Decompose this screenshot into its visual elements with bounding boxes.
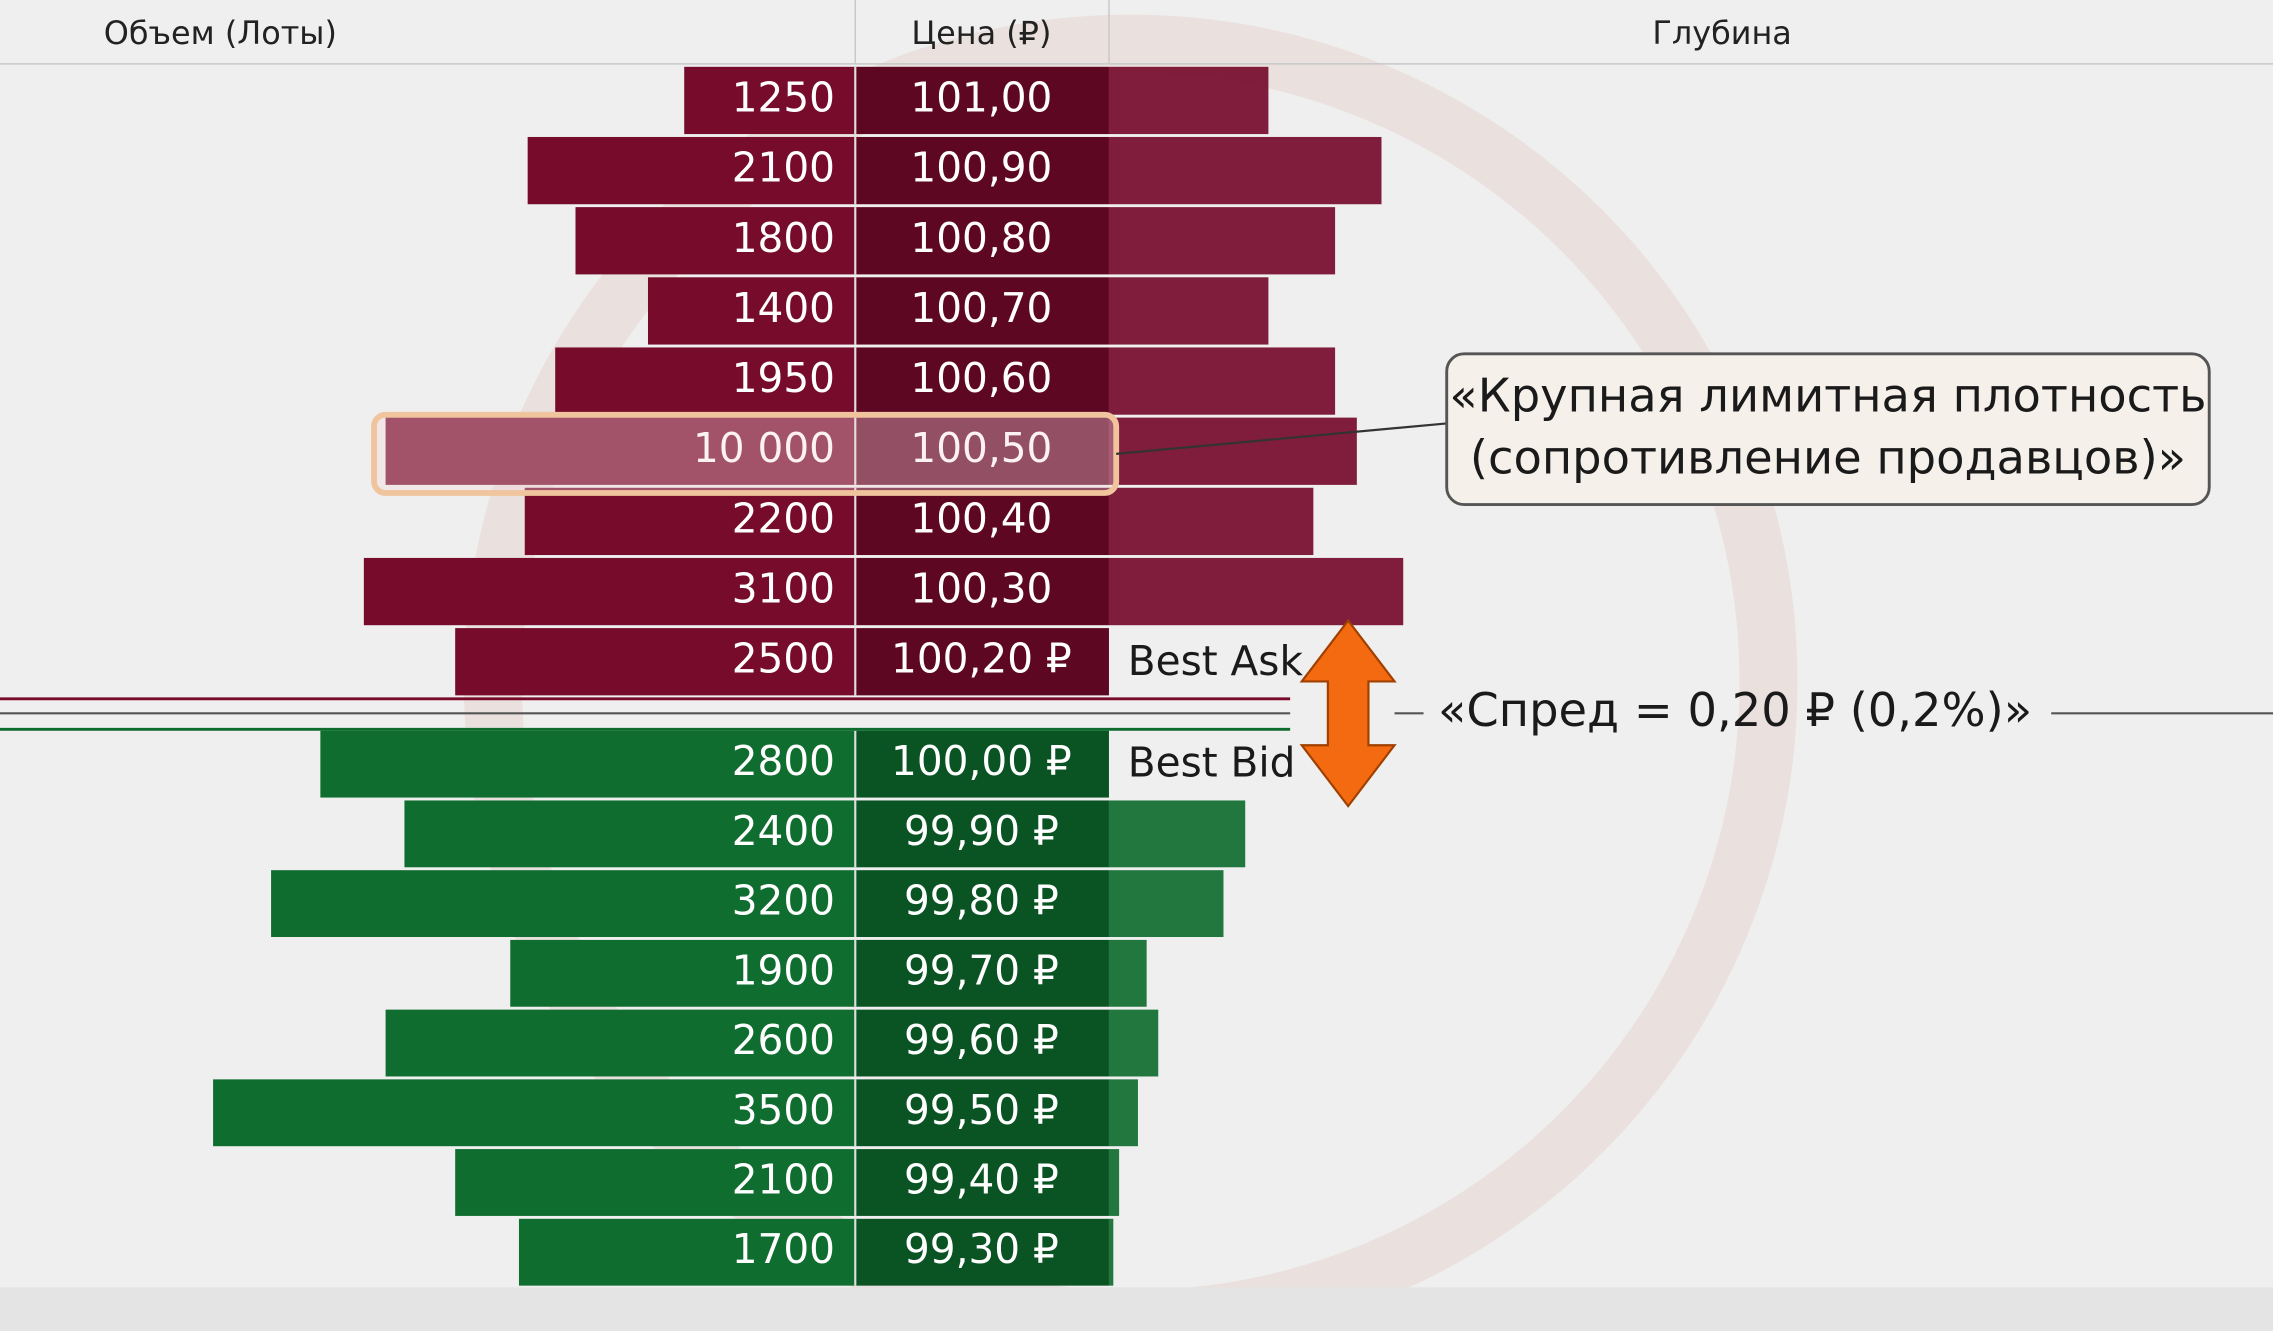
price: 99,50 ₽ bbox=[904, 1086, 1059, 1134]
spread-arrow bbox=[1299, 618, 1397, 808]
volume-bar bbox=[385, 417, 856, 485]
volume-bar bbox=[455, 628, 856, 696]
price: 100,20 ₽ bbox=[891, 635, 1072, 683]
price-cell bbox=[855, 628, 1109, 696]
price: 100,70 bbox=[910, 284, 1052, 332]
price-cell bbox=[855, 417, 1109, 485]
footer-bar bbox=[0, 1287, 2273, 1331]
price-cell bbox=[855, 939, 1109, 1007]
volume-bar bbox=[527, 136, 856, 205]
volume: 2500 bbox=[732, 635, 835, 683]
volume: 2800 bbox=[732, 737, 835, 785]
price-cell bbox=[855, 870, 1109, 938]
depth-bar bbox=[1108, 66, 1269, 135]
volume: 1950 bbox=[732, 354, 835, 402]
depth-bar bbox=[1108, 1218, 1114, 1286]
volume-bar bbox=[510, 939, 856, 1007]
depth-bar bbox=[1108, 1079, 1138, 1147]
price-cell bbox=[855, 1009, 1109, 1077]
depth-bar bbox=[1108, 487, 1314, 556]
volume-bar bbox=[455, 1149, 856, 1216]
depth-bar bbox=[1108, 277, 1269, 345]
callout-text: «Крупная лимитная плотность bbox=[1449, 368, 2206, 422]
price-cell bbox=[855, 66, 1109, 135]
volume-bar bbox=[213, 1079, 856, 1147]
depth-bar bbox=[1108, 1009, 1159, 1077]
depth-bar bbox=[1108, 207, 1336, 275]
volume: 2200 bbox=[732, 494, 835, 542]
header-volume: Объем (Лоты) bbox=[104, 14, 337, 52]
best-ask-label: Best Ask bbox=[1128, 637, 1304, 685]
price-cell bbox=[855, 557, 1109, 626]
price: 100,40 bbox=[910, 494, 1052, 542]
price-cell bbox=[855, 1149, 1109, 1216]
spread-annotation: «Спред = 0,20 ₽ (0,2%)» bbox=[1438, 683, 2032, 737]
volume-bar bbox=[555, 347, 856, 415]
volume: 2600 bbox=[732, 1016, 835, 1064]
volume: 1900 bbox=[732, 946, 835, 994]
rows: 1250 101,00 2100 100,90 1800 100,80 1400 100,70… bbox=[213, 66, 1404, 1286]
header-price: Цена (₽) bbox=[911, 14, 1051, 52]
volume-bar bbox=[647, 277, 856, 345]
best-bid-label: Best Bid bbox=[1128, 739, 1296, 787]
price: 100,50 bbox=[910, 424, 1052, 472]
price-cell bbox=[855, 207, 1109, 275]
volume: 1700 bbox=[732, 1225, 835, 1273]
volume-bar bbox=[385, 1009, 856, 1077]
density-highlight bbox=[371, 411, 1120, 496]
price: 99,70 ₽ bbox=[904, 946, 1059, 994]
price-cell bbox=[855, 487, 1109, 556]
volume: 1800 bbox=[732, 214, 835, 262]
volume-bar bbox=[320, 730, 856, 798]
volume: 3200 bbox=[732, 877, 835, 925]
depth-bar bbox=[1108, 1149, 1120, 1216]
price: 100,30 bbox=[910, 565, 1052, 613]
price-cell bbox=[855, 1218, 1109, 1286]
price-cell bbox=[855, 1079, 1109, 1147]
price: 99,90 ₽ bbox=[904, 807, 1059, 855]
price: 99,40 ₽ bbox=[904, 1156, 1059, 1204]
callout-text: (сопротивление продавцов)» bbox=[1470, 431, 2186, 485]
volume: 3100 bbox=[732, 565, 835, 613]
depth-bar bbox=[1108, 800, 1246, 868]
price: 100,90 bbox=[910, 144, 1052, 192]
volume-bar bbox=[404, 800, 856, 868]
price: 101,00 bbox=[910, 73, 1052, 121]
price: 100,60 bbox=[910, 354, 1052, 402]
callout-line bbox=[1116, 422, 1447, 455]
volume-bar bbox=[524, 487, 856, 556]
volume: 2400 bbox=[732, 807, 835, 855]
depth-bar bbox=[1108, 870, 1224, 938]
callout-box bbox=[1445, 352, 2211, 507]
volume-bar bbox=[684, 66, 856, 135]
price-cell bbox=[855, 136, 1109, 205]
volume: 10 000 bbox=[693, 424, 835, 472]
price: 99,30 ₽ bbox=[904, 1225, 1059, 1273]
price: 100,00 ₽ bbox=[891, 737, 1072, 785]
price-cell bbox=[855, 347, 1109, 415]
depth-bar bbox=[1108, 347, 1336, 415]
volume-bar bbox=[518, 1218, 856, 1286]
price-cell bbox=[855, 800, 1109, 868]
price: 100,80 bbox=[910, 214, 1052, 262]
price-cell bbox=[855, 730, 1109, 798]
volume-bar bbox=[363, 557, 856, 626]
depth-bar bbox=[1108, 136, 1382, 205]
volume-bar bbox=[271, 870, 856, 938]
price-cell bbox=[855, 277, 1109, 345]
volume: 2100 bbox=[732, 144, 835, 192]
header-depth: Глубина bbox=[1652, 14, 1791, 52]
volume: 1250 bbox=[732, 73, 835, 121]
volume: 3500 bbox=[732, 1086, 835, 1134]
volume: 1400 bbox=[732, 284, 835, 332]
volume: 2100 bbox=[732, 1156, 835, 1204]
depth-bar bbox=[1108, 939, 1147, 1007]
volume-bar bbox=[575, 207, 856, 275]
depth-bar bbox=[1108, 557, 1404, 626]
price: 99,60 ₽ bbox=[904, 1016, 1059, 1064]
price: 99,80 ₽ bbox=[904, 877, 1059, 925]
